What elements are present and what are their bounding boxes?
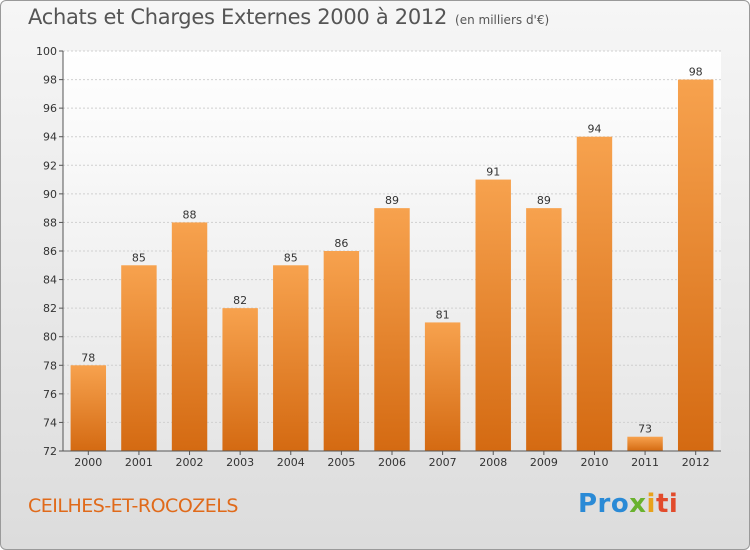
y-tick-label: 90	[43, 188, 57, 201]
y-tick-label: 98	[43, 74, 57, 87]
x-tick-label: 2004	[277, 456, 305, 469]
bar-2012	[677, 79, 714, 452]
y-tick-label: 80	[43, 331, 57, 344]
y-tick-label: 72	[43, 445, 57, 458]
y-tick-label: 84	[43, 274, 57, 287]
x-tick-label: 2010	[580, 456, 608, 469]
y-tick-label: 78	[43, 359, 57, 372]
logo-part-4: ti	[655, 489, 679, 519]
bar-value-label: 94	[587, 123, 601, 136]
chart-title: Achats et Charges Externes 2000 à 2012 (e…	[28, 5, 549, 29]
x-tick-label: 2008	[479, 456, 507, 469]
y-tick-label: 88	[43, 216, 57, 229]
y-tick-label: 82	[43, 302, 57, 315]
bar-2001	[121, 265, 157, 451]
y-tick-label: 76	[43, 388, 57, 401]
y-tick-label: 100	[36, 45, 57, 58]
x-tick-label: 2002	[176, 456, 204, 469]
place-name: CEILHES-ET-ROCOZELS	[28, 495, 238, 517]
chart-subtitle: (en milliers d'€)	[455, 13, 550, 27]
y-tick-label: 86	[43, 245, 57, 258]
bar-value-label: 85	[132, 251, 146, 264]
y-tick-label: 96	[43, 102, 57, 115]
bar-value-label: 89	[385, 194, 399, 207]
bar-2004	[273, 265, 309, 451]
proxiti-logo: Proxiti	[578, 489, 678, 519]
x-tick-label: 2003	[226, 456, 254, 469]
bar-2005	[323, 251, 360, 451]
x-tick-label: 2001	[125, 456, 153, 469]
bar-2010	[576, 136, 613, 451]
bar-value-label: 91	[486, 166, 500, 179]
bar-2009	[526, 208, 562, 451]
logo-part-3: i	[646, 489, 656, 519]
logo-part-1: Pro	[578, 489, 630, 519]
bar-value-label: 86	[334, 237, 348, 250]
bar-value-label: 78	[81, 351, 95, 364]
y-tick-label: 92	[43, 159, 57, 172]
bar-2000	[70, 365, 107, 451]
x-tick-label: 2005	[327, 456, 355, 469]
y-tick-label: 94	[43, 131, 57, 144]
bar-value-label: 98	[689, 66, 703, 79]
bar-value-label: 89	[537, 194, 551, 207]
x-tick-label: 2012	[682, 456, 710, 469]
bar-value-label: 81	[436, 308, 450, 321]
bar-value-label: 85	[284, 251, 298, 264]
bar-2011	[627, 436, 663, 451]
x-tick-label: 2011	[631, 456, 659, 469]
bar-2002	[171, 222, 208, 451]
bar-value-label: 73	[638, 423, 652, 436]
bar-value-label: 82	[233, 294, 247, 307]
bar-2003	[222, 308, 258, 451]
bar-2007	[424, 322, 461, 451]
y-tick-label: 74	[43, 416, 57, 429]
chart-title-text: Achats et Charges Externes 2000 à 2012	[28, 5, 448, 29]
x-tick-label: 2000	[74, 456, 102, 469]
x-tick-label: 2006	[378, 456, 406, 469]
x-tick-label: 2009	[530, 456, 558, 469]
bar-2006	[374, 208, 410, 451]
x-tick-label: 2007	[429, 456, 457, 469]
logo-part-2: x	[629, 489, 647, 519]
bar-value-label: 88	[183, 208, 197, 221]
bar-2008	[475, 179, 511, 452]
